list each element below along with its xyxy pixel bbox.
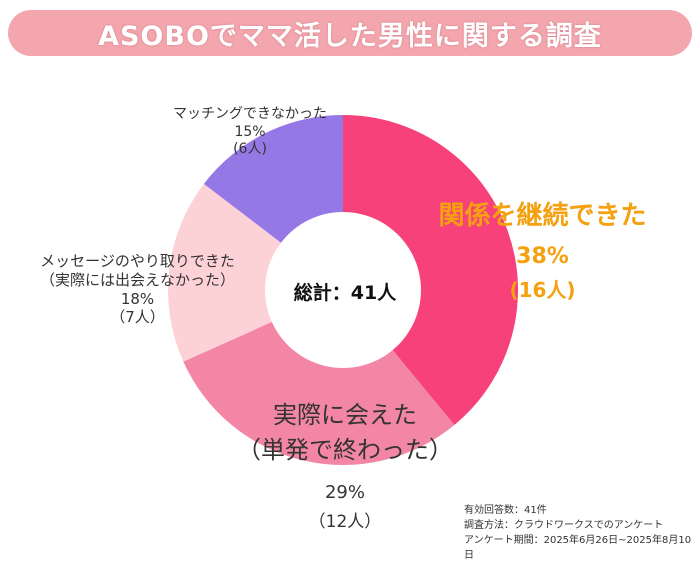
label-no-match-count: (6人) [233,141,267,157]
label-continued-name: 関係を継続できた [438,201,647,231]
label-no-match-name: マッチングできなかった [173,106,327,122]
label-met-once-name-1: 実際に会えた [273,401,417,429]
label-continued-percent: 38% [516,243,569,269]
footnote-period: アンケート期間：2025年6月26日~2025年8月10日 [464,535,692,561]
chart-title: ASOBOでママ活した男性に関する調査 [98,20,602,52]
label-met-once: 実際に会えた （単発で終わった） 29% （12人） [195,398,495,533]
footnote-method: 調査方法：クラウドワークスでのアンケート [464,520,664,531]
label-met-once-name-2: （単発で終わった） [237,435,453,464]
slice-met-once [183,321,455,466]
footnote-responses: 有効回答数：41件 [464,505,547,516]
label-no-match-percent: 15% [234,123,266,140]
label-messaged-count: （7人） [110,308,165,327]
survey-footnote: 有効回答数：41件 調査方法：クラウドワークスでのアンケート アンケート期間：2… [464,503,700,563]
label-messaged-name-2: （実際には出会えなかった） [39,270,235,289]
label-met-once-percent: 29% [324,481,365,503]
label-continued: 関係を継続できた 38% (16人) [410,200,675,303]
label-messaged-percent: 18% [120,289,155,308]
title-banner: ASOBOでママ活した男性に関する調査 [8,10,692,56]
slice-continued [343,115,519,426]
slice-messaged [167,183,281,362]
donut-chart [167,115,519,466]
donut-slices [167,115,519,466]
slice-no-match [203,115,343,243]
label-continued-count: (16人) [509,278,576,302]
label-messaged: メッセージのやり取りできた （実際には出会えなかった） 18% （7人） [10,252,265,327]
label-met-once-count: （12人） [308,512,382,533]
total-label: 総計：41人 [293,282,397,304]
label-messaged-name-1: メッセージのやり取りできた [40,252,235,270]
label-no-match: マッチングできなかった 15% (6人) [145,106,355,159]
